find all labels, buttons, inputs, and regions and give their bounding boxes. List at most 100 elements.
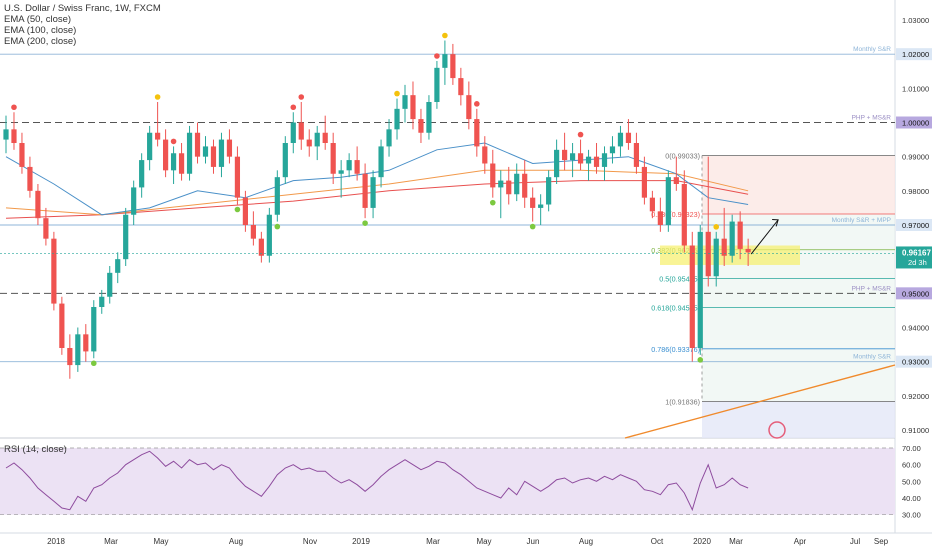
candle-body <box>202 146 209 157</box>
ema50-legend[interactable]: EMA (50, close) <box>4 14 72 25</box>
candle-body <box>330 143 336 174</box>
last-price-tag[interactable] <box>896 246 932 269</box>
time-tick: Jun <box>527 537 540 546</box>
projection-arrow[interactable] <box>750 219 779 255</box>
rsi-pane: 70.00 60.00 50.00 40.00 30.00 <box>0 444 921 520</box>
candle-body <box>569 153 576 161</box>
candle-body <box>178 153 185 174</box>
price-tick: 0.98000 <box>902 187 929 196</box>
candle-body <box>266 214 272 256</box>
level-label: PHP + MS&R <box>852 285 892 292</box>
rsi-tick: 50.00 <box>902 477 921 486</box>
candle-body <box>498 180 504 188</box>
candle-body <box>210 146 217 167</box>
candle-body <box>601 153 608 167</box>
user-drawings[interactable] <box>624 219 896 439</box>
candle-body <box>617 132 624 147</box>
price-tick: 0.91000 <box>902 426 929 435</box>
bar-countdown: 2d 3h <box>908 258 927 267</box>
fib-zone-top <box>702 155 895 214</box>
level-label: Monthly S&R <box>853 354 891 361</box>
ascending-trendline[interactable] <box>624 364 896 439</box>
fractal-low-dot <box>234 206 241 213</box>
candle-body <box>681 184 687 246</box>
candle-body <box>585 156 592 164</box>
candle-body <box>226 139 233 157</box>
candle-body <box>346 160 352 171</box>
candle-body <box>27 166 33 191</box>
candle-body <box>242 197 248 225</box>
time-tick: May <box>153 537 168 546</box>
candle-body <box>123 214 129 260</box>
candle-body <box>163 139 169 171</box>
time-tick: Mar <box>426 537 440 546</box>
candle-body <box>442 54 448 68</box>
time-tick: Mar <box>104 537 118 546</box>
candle-body <box>59 303 65 348</box>
candle-body <box>170 153 177 171</box>
candle-body <box>593 156 600 167</box>
time-tick: Mar <box>729 537 743 546</box>
candle-body <box>378 146 384 178</box>
candle-body <box>745 248 751 253</box>
candle-body <box>115 259 121 273</box>
fractal-low-dot <box>529 223 536 230</box>
candle-body <box>641 166 647 198</box>
fib-zones <box>702 155 895 438</box>
candle-body <box>35 190 41 219</box>
price-tag-label: 1.00000 <box>902 119 929 128</box>
ema200-legend[interactable]: EMA (200, close) <box>4 36 77 47</box>
time-tick: Aug <box>579 537 593 546</box>
candle-body <box>554 149 560 178</box>
candle-body <box>410 95 416 120</box>
time-tick: 2018 <box>47 537 65 546</box>
candle-body <box>713 238 719 277</box>
candle-body <box>649 197 655 212</box>
fractal-high-dot <box>290 104 297 111</box>
price-axis-background <box>895 0 932 550</box>
time-tick: Aug <box>229 537 243 546</box>
candle-body <box>338 170 344 174</box>
candle-body <box>633 143 640 167</box>
sr-levels: Monthly S&R PHP + MS&R Monthly S&R + MPP PH… <box>0 46 895 363</box>
time-axis[interactable]: 2018 Mar May Aug Nov 2019 Mar May Jun Aug Oct 2020 M… <box>47 537 889 546</box>
candle-body <box>657 211 663 225</box>
fib-label: 0.786(0.93376) <box>651 345 700 354</box>
fractal-high-dot <box>713 224 720 230</box>
price-axis[interactable]: 1.03000 1.02000 1.01000 1.00000 0.99000 0.980… <box>0 16 932 435</box>
candle-body <box>729 221 735 256</box>
candle-body <box>218 139 225 167</box>
fractal-high-dot <box>442 32 448 39</box>
rsi-legend[interactable]: RSI (14, close) <box>4 444 67 455</box>
rsi-tick: 40.00 <box>902 494 921 503</box>
symbol-title[interactable]: U.S. Dollar / Swiss Franc, 1W, FXCM <box>4 3 161 14</box>
fractal-low-dot <box>362 220 368 226</box>
candle-body <box>19 143 25 167</box>
time-tick: 2020 <box>693 537 711 546</box>
price-tick: 1.03000 <box>902 16 929 25</box>
candle-body <box>354 160 360 174</box>
fib-label: 0.5(0.95435) <box>659 274 700 283</box>
fib-label: 0.618(0.94585) <box>651 304 700 313</box>
rsi-band <box>0 448 895 515</box>
fractal-high-dot <box>434 53 440 59</box>
rsi-tick: 60.00 <box>902 461 921 470</box>
price-tag <box>896 48 932 61</box>
candle-body <box>107 272 113 297</box>
candle-body <box>426 102 432 133</box>
candle-body <box>625 132 632 143</box>
candle-body <box>67 348 73 366</box>
event-flag-icon[interactable] <box>768 421 786 439</box>
candle-body <box>11 129 17 143</box>
price-tag-label: 0.97000 <box>902 221 929 230</box>
ema100-legend[interactable]: EMA (100, close) <box>4 25 77 36</box>
price-tag-label: 0.93000 <box>902 358 929 367</box>
price-tag-label: 0.95000 <box>902 289 929 298</box>
rsi-line <box>5 450 749 512</box>
candle-body <box>490 163 496 188</box>
candle-body <box>522 173 528 198</box>
chart-legend: U.S. Dollar / Swiss Franc, 1W, FXCM EMA … <box>4 3 161 47</box>
fractal-high-dot <box>154 94 161 100</box>
candle-body <box>3 129 9 140</box>
